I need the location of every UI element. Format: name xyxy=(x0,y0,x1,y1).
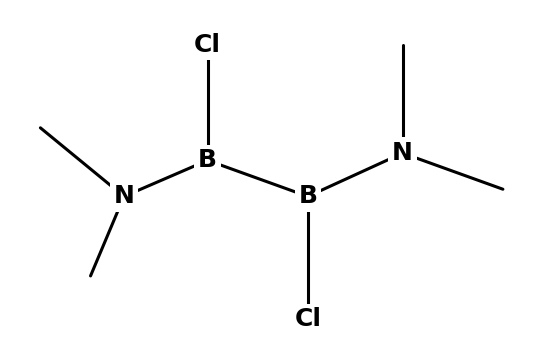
Text: N: N xyxy=(392,141,413,165)
Text: B: B xyxy=(298,185,318,209)
Text: B: B xyxy=(198,148,217,172)
Text: Cl: Cl xyxy=(194,33,221,57)
Text: N: N xyxy=(114,185,134,209)
Text: Cl: Cl xyxy=(295,307,321,331)
